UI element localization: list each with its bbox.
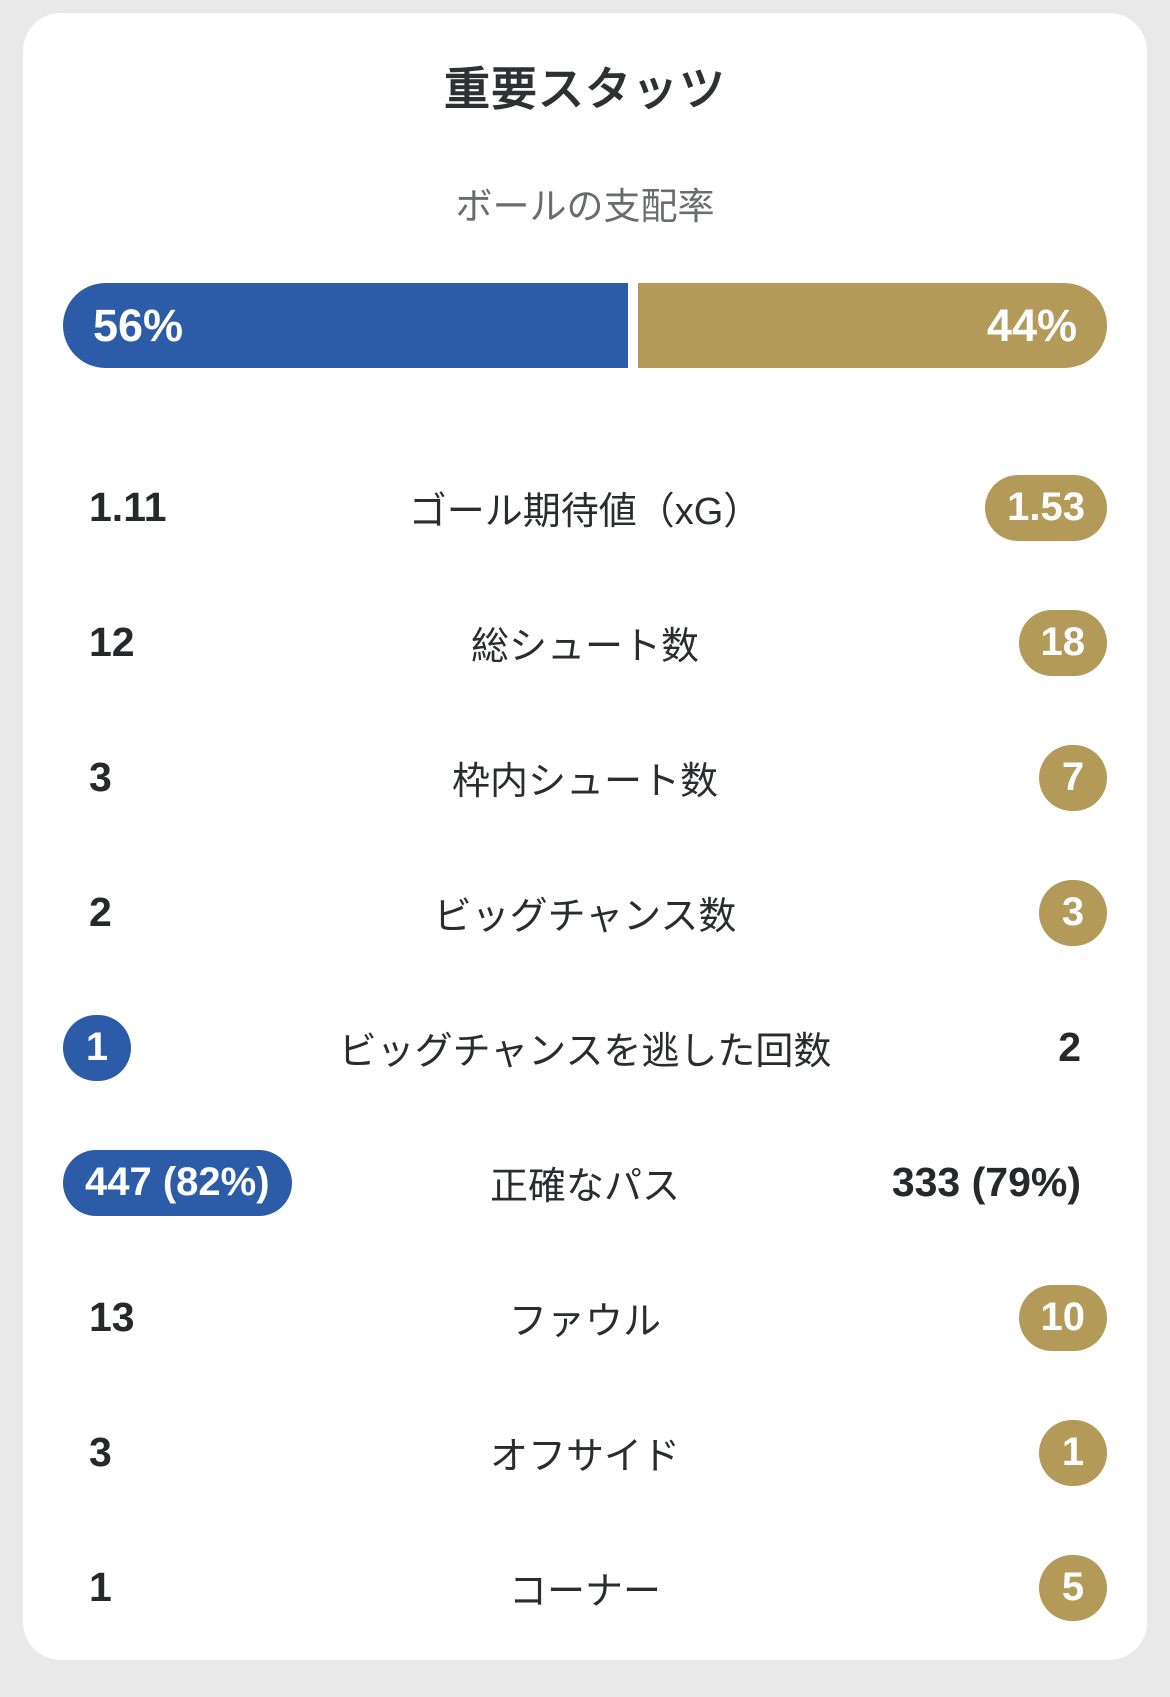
- home-value: 1.11: [89, 484, 167, 530]
- home-value: 3: [89, 754, 112, 800]
- home-value: 2: [89, 889, 112, 935]
- stat-label: 総シュート数: [470, 626, 699, 668]
- stat-label: ゴール期待値（xG）: [408, 491, 762, 533]
- home-value: 12: [89, 619, 135, 665]
- possession-label: ボールの支配率: [455, 186, 715, 227]
- away-value: 18: [1018, 609, 1107, 676]
- away-value: 5: [1039, 1554, 1107, 1621]
- stat-label: コーナー: [508, 1571, 661, 1613]
- stat-label: ビッグチャンスを逃した回数: [338, 1031, 832, 1073]
- stat-label: オフサイド: [489, 1436, 680, 1478]
- away-value: 3: [1039, 879, 1107, 946]
- home-value: 13: [89, 1294, 135, 1340]
- stat-row: 12 総シュート数 18: [63, 575, 1107, 710]
- away-value: 333 (79%): [891, 1159, 1081, 1205]
- stat-label: ビッグチャンス数: [433, 896, 737, 938]
- stat-row: 1 コーナー 5: [63, 1520, 1107, 1655]
- stat-label: 正確なパス: [489, 1166, 680, 1208]
- away-value: 1: [1039, 1419, 1107, 1486]
- home-value: 1: [89, 1564, 112, 1610]
- stat-row: 3 オフサイド 1: [63, 1385, 1107, 1520]
- key-stats-card: 重要スタッツ ボールの支配率 56% 44% 1.11 ゴール期待値（xG） 1…: [23, 13, 1147, 1660]
- possession-home-value: 56%: [93, 299, 184, 351]
- stat-row: 1.11 ゴール期待値（xG） 1.53: [63, 440, 1107, 575]
- stat-row: 1 ビッグチャンスを逃した回数 2: [63, 980, 1107, 1115]
- possession-home-segment: 56%: [63, 283, 628, 368]
- away-value: 7: [1039, 744, 1107, 811]
- home-value: 3: [89, 1429, 112, 1475]
- possession-away-value: 44%: [986, 299, 1077, 351]
- possession-away-segment: 44%: [637, 283, 1107, 368]
- away-value: 1.53: [985, 474, 1107, 541]
- stat-label: 枠内シュート数: [451, 761, 718, 803]
- home-value: 447 (82%): [63, 1149, 292, 1216]
- stats-list: 1.11 ゴール期待値（xG） 1.53 12 総シュート数 18 3 枠内シュ…: [63, 440, 1107, 1655]
- away-value: 10: [1018, 1284, 1107, 1351]
- stat-row: 447 (82%) 正確なパス 333 (79%): [63, 1115, 1107, 1250]
- stat-label: ファウル: [508, 1301, 661, 1343]
- stat-row: 2 ビッグチャンス数 3: [63, 845, 1107, 980]
- stat-row: 13 ファウル 10: [63, 1250, 1107, 1385]
- possession-bar: 56% 44%: [63, 283, 1107, 368]
- away-value: 2: [1058, 1024, 1081, 1070]
- page-title: 重要スタッツ: [444, 63, 726, 115]
- stat-row: 3 枠内シュート数 7: [63, 710, 1107, 845]
- home-value: 1: [63, 1014, 131, 1081]
